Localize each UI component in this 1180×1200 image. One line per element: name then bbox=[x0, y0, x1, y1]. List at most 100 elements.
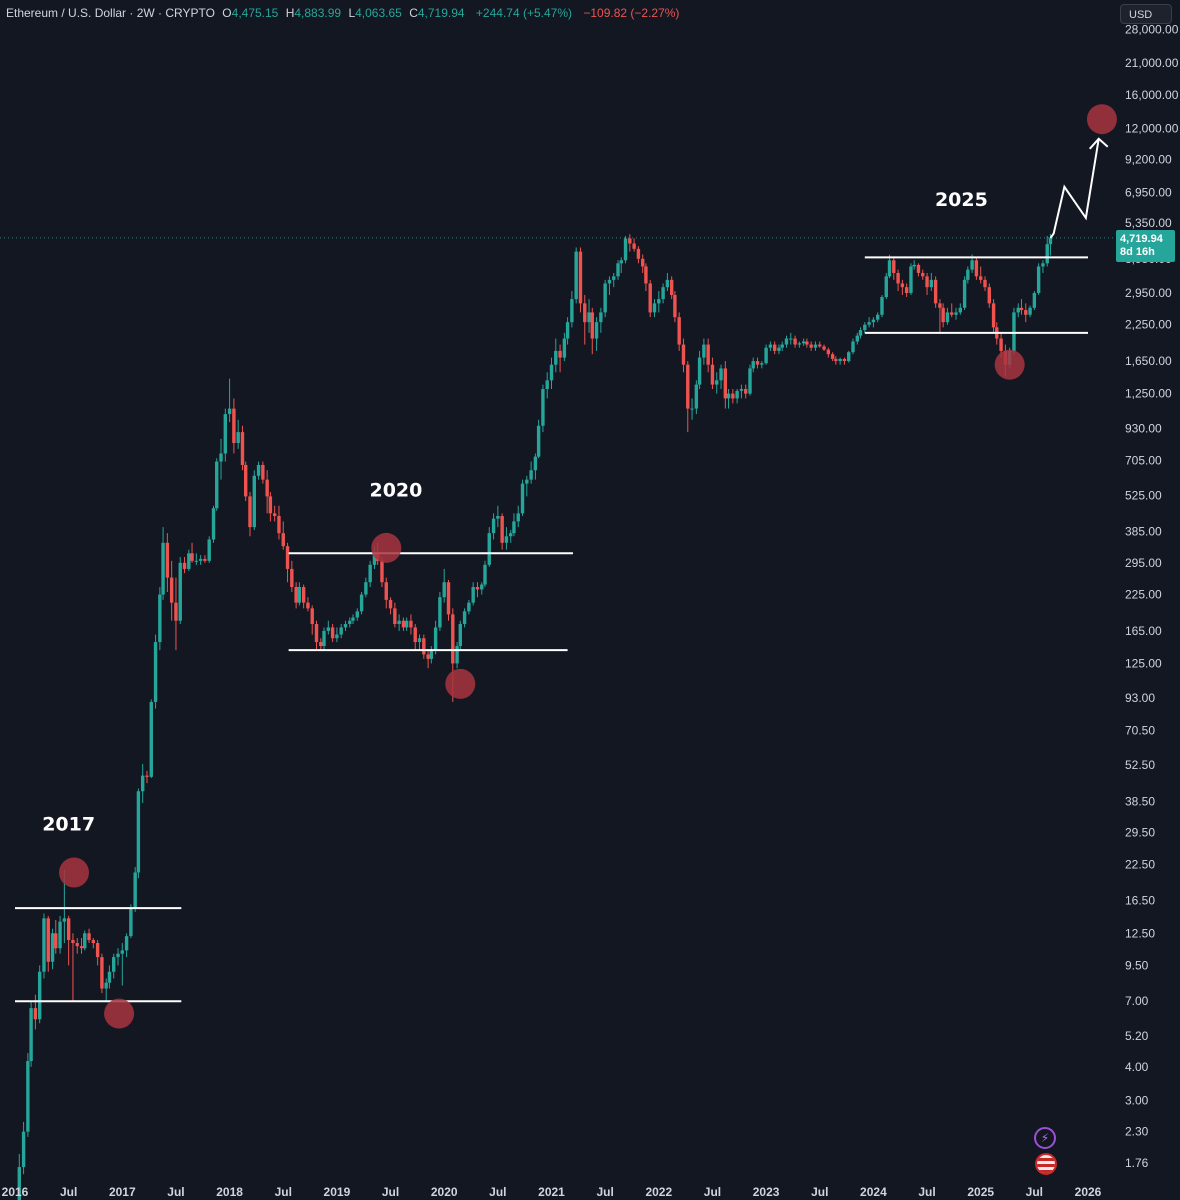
candle-body bbox=[945, 312, 950, 323]
candle bbox=[945, 307, 950, 325]
candle-body bbox=[429, 650, 434, 659]
candle-body bbox=[46, 918, 50, 962]
candle bbox=[178, 557, 182, 625]
candle-body bbox=[801, 341, 806, 344]
candle-body bbox=[174, 602, 178, 621]
candle bbox=[129, 904, 133, 939]
candle-body bbox=[565, 322, 570, 339]
candle bbox=[261, 461, 265, 484]
candle bbox=[290, 560, 294, 592]
candle-body bbox=[690, 408, 694, 410]
candle-body bbox=[661, 287, 665, 300]
time-tick-label: Jul bbox=[60, 1185, 77, 1199]
candle-body bbox=[710, 364, 715, 385]
candle bbox=[599, 307, 603, 333]
candle-body bbox=[570, 299, 574, 323]
lightning-icon[interactable]: ⚡ bbox=[1034, 1127, 1056, 1149]
close-value: 4,719.94 bbox=[417, 6, 465, 20]
time-tick-label: 2017 bbox=[109, 1185, 136, 1199]
open-label: O bbox=[222, 6, 232, 20]
candle-body bbox=[129, 908, 133, 937]
candle bbox=[578, 247, 583, 313]
candle-body bbox=[215, 461, 219, 509]
price-tick-label: 295.00 bbox=[1125, 556, 1162, 570]
currency-button[interactable]: USD bbox=[1120, 4, 1172, 24]
candle bbox=[909, 263, 913, 296]
candle-body bbox=[66, 918, 71, 941]
time-tick-label: Jul bbox=[489, 1185, 506, 1199]
price-tick-label: 9,200.00 bbox=[1125, 153, 1172, 167]
candle-body bbox=[644, 266, 648, 284]
candle-body bbox=[348, 620, 352, 625]
candle bbox=[281, 521, 285, 550]
candle bbox=[87, 928, 91, 944]
time-tick-label: Jul bbox=[167, 1185, 184, 1199]
price-tick-label: 28,000.00 bbox=[1125, 22, 1179, 36]
candle-body bbox=[991, 303, 996, 328]
candle-body bbox=[941, 307, 945, 323]
candle bbox=[66, 915, 71, 966]
candle bbox=[351, 614, 355, 625]
candle-body bbox=[607, 279, 612, 284]
candle-body bbox=[223, 414, 228, 454]
price-tick-label: 52.50 bbox=[1125, 758, 1155, 772]
candle bbox=[294, 582, 298, 609]
candle bbox=[979, 266, 983, 284]
highlight-marker bbox=[59, 857, 90, 888]
candle-body bbox=[467, 602, 471, 612]
candle-body bbox=[17, 1167, 21, 1200]
highlight-marker bbox=[1086, 104, 1117, 135]
candle-body bbox=[549, 364, 554, 381]
candle bbox=[594, 317, 599, 351]
candle-body bbox=[236, 432, 240, 444]
candle bbox=[669, 276, 674, 300]
candle-body bbox=[343, 624, 348, 628]
candle bbox=[875, 312, 880, 323]
candle-body bbox=[686, 364, 690, 409]
candle-body bbox=[974, 260, 979, 277]
price-tick-label: 5,350.00 bbox=[1125, 216, 1172, 230]
us-flag-icon[interactable] bbox=[1035, 1153, 1057, 1175]
candle bbox=[504, 527, 509, 550]
candle bbox=[768, 341, 773, 351]
candle bbox=[731, 389, 735, 404]
candle bbox=[587, 299, 591, 333]
candle-body bbox=[372, 553, 377, 565]
candle bbox=[858, 327, 863, 339]
candle-body bbox=[281, 533, 285, 547]
candle bbox=[764, 344, 768, 365]
candle-body bbox=[79, 946, 84, 949]
candle-body bbox=[451, 614, 455, 664]
candle-body bbox=[516, 513, 520, 522]
candle-body bbox=[880, 297, 884, 315]
candle-body bbox=[190, 553, 194, 561]
candle-body bbox=[842, 358, 847, 362]
candle-body bbox=[455, 646, 459, 664]
candle bbox=[236, 419, 240, 449]
price-axis: 1.76 2.30 3.00 4.00 5.20 7.00 9.50 12.50 16.50 22… bbox=[1125, 22, 1179, 1170]
candle-body bbox=[290, 568, 294, 588]
candle-body bbox=[483, 564, 487, 585]
symbol-title[interactable]: Ethereum / U.S. Dollar · 2W · CRYPTO bbox=[6, 6, 215, 20]
candle bbox=[243, 461, 248, 501]
time-tick-label: Jul bbox=[918, 1185, 935, 1199]
candle bbox=[107, 965, 112, 989]
candle-body bbox=[875, 314, 880, 320]
candle-body bbox=[623, 238, 628, 261]
candle bbox=[272, 505, 277, 522]
candle bbox=[17, 1154, 21, 1200]
candle bbox=[933, 276, 938, 308]
candle-body bbox=[380, 560, 384, 583]
candle bbox=[710, 357, 715, 390]
candle-body bbox=[116, 953, 120, 958]
candle-body bbox=[558, 350, 562, 358]
candle bbox=[467, 599, 471, 615]
candle bbox=[801, 338, 806, 346]
candle bbox=[603, 279, 607, 318]
time-tick-label: 2021 bbox=[538, 1185, 565, 1199]
candle-body bbox=[735, 390, 739, 399]
candle-body bbox=[240, 432, 245, 465]
candle bbox=[673, 291, 677, 323]
candle-body bbox=[619, 260, 623, 264]
